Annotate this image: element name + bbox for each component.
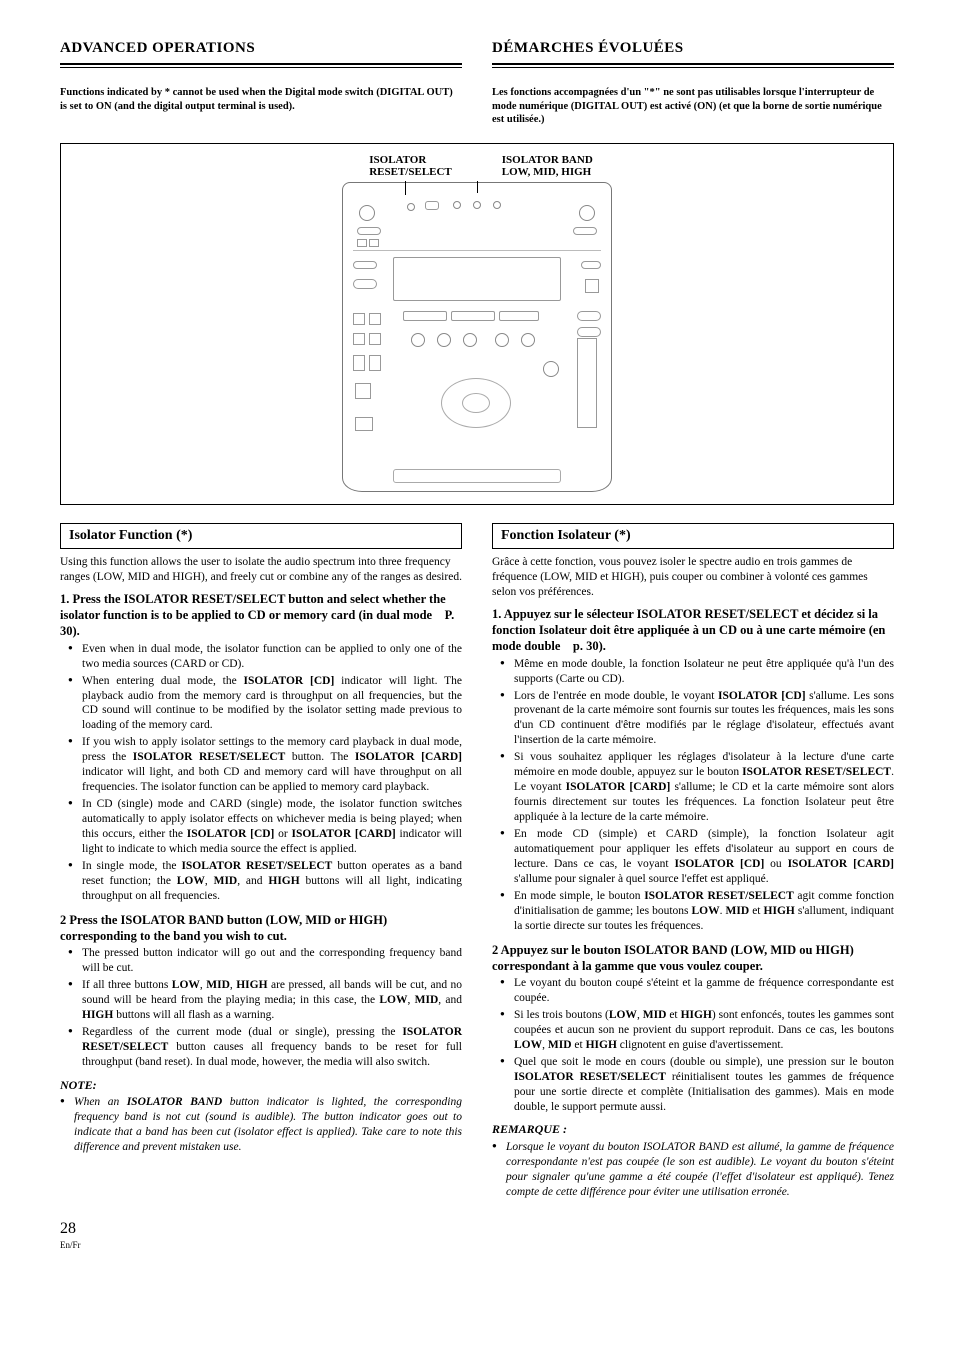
- list-item: When an ISOLATOR BAND button indicator i…: [74, 1095, 462, 1155]
- device-diagram: ISOLATOR RESET/SELECT ISOLATOR BAND LOW,…: [60, 143, 894, 505]
- device-outline: [342, 182, 612, 492]
- diagram-label-right-1: ISOLATOR BAND: [502, 154, 593, 166]
- list-item: Si les trois boutons (LOW, MID et HIGH) …: [514, 1008, 894, 1053]
- intro-left: Using this function allows the user to i…: [60, 555, 462, 585]
- header-note-left: Functions indicated by * cannot be used …: [60, 86, 462, 127]
- step2-bullets-right: Le voyant du bouton coupé s'éteint et la…: [492, 976, 894, 1114]
- list-item: Even when in dual mode, the isolator fun…: [82, 642, 462, 672]
- diagram-label-right-2: LOW, MID, HIGH: [502, 166, 591, 178]
- step1-left: 1. Press the ISOLATOR RESET/SELECT butto…: [60, 591, 462, 640]
- step1-bullets-right: Même en mode double, la fonction Isolate…: [492, 657, 894, 934]
- page-langs: En/Fr: [60, 1240, 894, 1250]
- list-item: Même en mode double, la fonction Isolate…: [514, 657, 894, 687]
- step1-right: 1. Appuyez sur le sélecteur ISOLATOR RES…: [492, 606, 894, 655]
- header-notes: Functions indicated by * cannot be used …: [60, 86, 894, 127]
- step2-left: 2 Press the ISOLATOR BAND button (LOW, M…: [60, 912, 462, 945]
- list-item: En mode simple, le bouton ISOLATOR RESET…: [514, 889, 894, 934]
- list-item: Le voyant du bouton coupé s'éteint et la…: [514, 976, 894, 1006]
- list-item: If all three buttons LOW, MID, HIGH are …: [82, 978, 462, 1023]
- header-right-title: DÉMARCHES ÉVOLUÉES: [492, 40, 894, 57]
- list-item: In CD (single) mode and CARD (single) mo…: [82, 797, 462, 857]
- list-item: Regardless of the current mode (dual or …: [82, 1025, 462, 1070]
- diagram-label-left-2: RESET/SELECT: [369, 166, 452, 178]
- page-number: 28: [60, 1220, 894, 1238]
- header-row: ADVANCED OPERATIONS DÉMARCHES ÉVOLUÉES: [60, 40, 894, 82]
- note-head-right: REMARQUE :: [492, 1122, 894, 1138]
- list-item: En mode CD (simple) et CARD (simple), la…: [514, 827, 894, 887]
- header-left-title: ADVANCED OPERATIONS: [60, 40, 462, 57]
- list-item: In single mode, the ISOLATOR RESET/SELEC…: [82, 859, 462, 904]
- step2-bullets-left: The pressed button indicator will go out…: [60, 946, 462, 1070]
- list-item: If you wish to apply isolator settings t…: [82, 735, 462, 795]
- diagram-label-left-1: ISOLATOR: [369, 154, 426, 166]
- section-title-left: Isolator Function (*): [60, 523, 462, 549]
- column-english: Isolator Function (*) Using this functio…: [60, 523, 462, 1202]
- list-item: When entering dual mode, the ISOLATOR [C…: [82, 674, 462, 734]
- header-note-right: Les fonctions accompagnées d'un "*" ne s…: [492, 86, 894, 127]
- section-title-right: Fonction Isolateur (*): [492, 523, 894, 549]
- step2-right: 2 Appuyez sur le bouton ISOLATOR BAND (L…: [492, 942, 894, 975]
- list-item: Si vous souhaitez appliquer les réglages…: [514, 750, 894, 825]
- note-list-right: Lorsque le voyant du bouton ISOLATOR BAN…: [492, 1140, 894, 1200]
- list-item: Lorsque le voyant du bouton ISOLATOR BAN…: [506, 1140, 894, 1200]
- list-item: Quel que soit le mode en cours (double o…: [514, 1055, 894, 1115]
- content-columns: Isolator Function (*) Using this functio…: [60, 523, 894, 1202]
- note-head-left: NOTE:: [60, 1078, 462, 1094]
- list-item: Lors de l'entrée en mode double, le voya…: [514, 689, 894, 749]
- note-list-left: When an ISOLATOR BAND button indicator i…: [60, 1095, 462, 1155]
- list-item: The pressed button indicator will go out…: [82, 946, 462, 976]
- column-french: Fonction Isolateur (*) Grâce à cette fon…: [492, 523, 894, 1202]
- step1-bullets-left: Even when in dual mode, the isolator fun…: [60, 642, 462, 904]
- intro-right: Grâce à cette fonction, vous pouvez isol…: [492, 555, 894, 600]
